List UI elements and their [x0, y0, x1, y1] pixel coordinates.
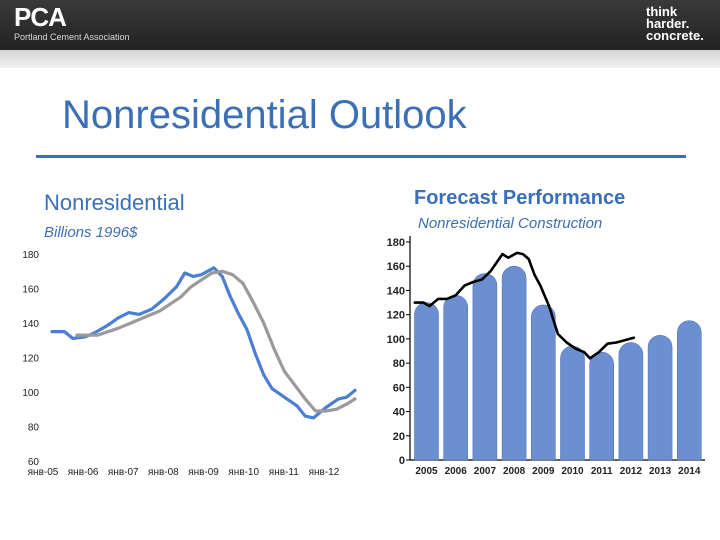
right-x-tick-label: 2005 — [415, 466, 438, 477]
right-x-tick-label: 2006 — [445, 466, 468, 477]
right-bar-2009 — [531, 304, 556, 461]
left-x-tick-label: янв-08 — [148, 467, 179, 478]
left-chart-title: Nonresidential — [44, 190, 185, 215]
title-divider — [36, 155, 686, 158]
right-bar-2013 — [647, 334, 673, 461]
right-x-tick-label: 2010 — [561, 466, 584, 477]
right-chart-subtitle: Nonresidential Construction — [418, 215, 603, 232]
tagline-line-3: concrete. — [646, 28, 704, 43]
left-y-tick-label: 100 — [22, 388, 39, 399]
right-x-tick-label: 2007 — [474, 466, 497, 477]
right-bar-2007 — [472, 273, 498, 461]
slide-title: Nonresidential Outlook — [62, 93, 467, 137]
header-bar: PCA Portland Cement Association think ha… — [0, 0, 720, 50]
right-bar-2005 — [414, 302, 439, 461]
header-gradient-strip — [0, 50, 720, 68]
right-bar-2012 — [618, 342, 644, 461]
left-y-tick-label: 80 — [28, 423, 40, 434]
left-x-tick-label: янв-07 — [108, 467, 139, 478]
right-y-tick-label: 140 — [387, 285, 405, 297]
right-y-tick-label: 80 — [393, 358, 405, 370]
right-y-tick-label: 20 — [393, 431, 405, 443]
left-x-tick-label: янв-05 — [28, 467, 59, 478]
right-y-tick-label: 120 — [387, 310, 405, 322]
right-x-tick-label: 2008 — [503, 466, 526, 477]
right-y-tick-label: 180 — [387, 237, 405, 249]
right-x-tick-label: 2011 — [591, 466, 613, 477]
left-y-tick-label: 120 — [22, 354, 39, 365]
left-y-tick-label: 60 — [28, 457, 40, 468]
left-x-tick-label: янв-12 — [309, 467, 340, 478]
pca-logo: PCA Portland Cement Association — [14, 2, 130, 42]
left-series-line-gray — [75, 269, 357, 413]
left-series-line-blue — [50, 266, 357, 420]
pca-logo-subtitle: Portland Cement Association — [14, 32, 130, 42]
left-x-tick-label: янв-10 — [228, 467, 259, 478]
left-y-tick-label: 160 — [22, 285, 39, 296]
right-actual-line — [413, 251, 636, 360]
left-x-tick-label: янв-09 — [188, 467, 219, 478]
left-x-tick-label: янв-11 — [269, 467, 299, 478]
right-y-tick-label: 0 — [399, 455, 405, 467]
right-x-tick-label: 2014 — [678, 466, 701, 477]
right-y-tick-label: 40 — [393, 407, 405, 419]
left-y-tick-label: 180 — [22, 250, 39, 261]
tagline: think harder. concrete. — [646, 4, 704, 43]
left-x-tick-label: янв-06 — [68, 467, 99, 478]
tagline-line-2: harder. — [646, 16, 690, 31]
right-x-tick-label: 2009 — [532, 466, 555, 477]
left-chart-unit: Billions 1996$ — [44, 224, 138, 241]
right-bar-2011 — [589, 351, 614, 461]
right-y-tick-label: 160 — [387, 261, 405, 273]
right-y-tick-label: 100 — [387, 334, 405, 346]
right-x-tick-label: 2013 — [649, 466, 672, 477]
right-bar-2008 — [501, 265, 527, 461]
pca-logo-mark: PCA — [14, 2, 67, 32]
right-chart-title: Forecast Performance — [414, 187, 626, 209]
right-x-tick-label: 2012 — [620, 466, 643, 477]
right-bar-2014 — [677, 320, 702, 461]
tagline-line-1: think — [646, 4, 678, 19]
right-bar-2010 — [560, 345, 585, 461]
left-y-tick-label: 140 — [22, 319, 39, 330]
right-bar-2006 — [443, 294, 468, 461]
right-y-tick-label: 60 — [393, 382, 405, 394]
